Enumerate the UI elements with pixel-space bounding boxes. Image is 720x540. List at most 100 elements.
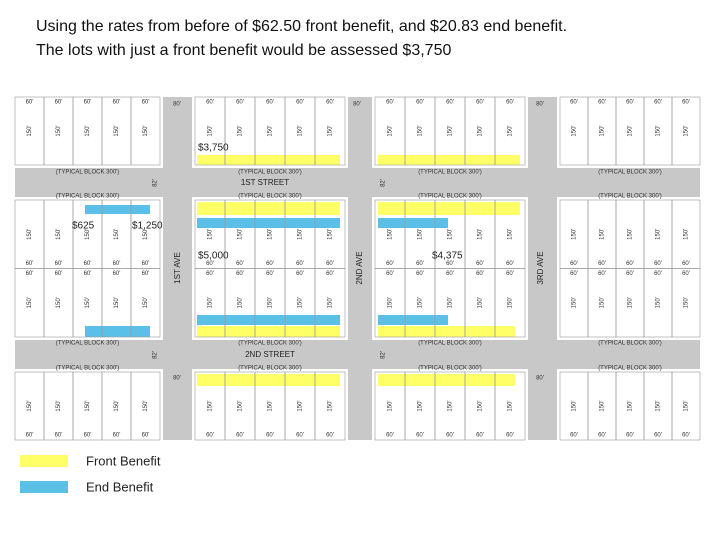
lot-depth: 150' [656,229,662,240]
lot-depth: 150' [628,297,634,308]
lot-width: 60' [654,433,662,439]
lot-width: 60' [446,271,454,277]
block [560,372,700,440]
block-label: (TYPICAL BLOCK 300') [418,194,482,200]
lot-depth: 150' [114,297,120,308]
block [560,97,700,165]
lot-depth: 150' [478,400,484,411]
lot-width: 60' [326,261,334,267]
lot-depth: 150' [478,229,484,240]
amount: $3,750 [198,143,229,154]
lot-width: 60' [326,271,334,277]
lot-width: 60' [206,261,214,267]
lot-width: 60' [626,433,634,439]
lot [314,268,346,338]
lot-depth: 150' [656,125,662,136]
lot-width: 60' [416,271,424,277]
lot-width: 60' [416,100,424,106]
lot [130,371,161,441]
lot-depth: 150' [656,297,662,308]
block [15,97,160,165]
street-width: 82' [153,351,159,359]
lot-depth: 150' [684,229,690,240]
lot-depth: 150' [56,229,62,240]
lot-depth: 150' [143,229,149,240]
lot-depth: 150' [27,297,33,308]
lot-width: 60' [84,261,92,267]
block-label: (TYPICAL BLOCK 300') [56,366,120,372]
lot-width: 60' [113,271,121,277]
lot-width: 60' [84,433,92,439]
lot-width: 60' [570,100,578,106]
lot-depth: 150' [572,297,578,308]
lot-depth: 150' [656,400,662,411]
avenue [528,97,557,440]
lot-width: 60' [506,100,514,106]
lot-depth: 150' [418,229,424,240]
lot-depth: 150' [328,229,334,240]
highlight [197,374,340,386]
lot-width: 60' [326,433,334,439]
lot-width: 60' [84,100,92,106]
title-line: The lots with just a front benefit would… [36,42,452,59]
highlight [85,326,150,337]
block [195,97,345,165]
lot-depth: 150' [85,125,91,136]
lot-width: 60' [506,433,514,439]
lot-depth: 150' [572,400,578,411]
lot-width: 60' [142,271,150,277]
lot-width: 60' [113,100,121,106]
lot-depth: 150' [600,125,606,136]
avenue-name: 3RD AVE [536,251,545,284]
lot-width: 60' [682,271,690,277]
lot-width: 60' [598,100,606,106]
highlight [378,202,520,215]
lot-depth: 150' [208,400,214,411]
lot-depth: 150' [114,400,120,411]
street-width: 80' [536,102,544,108]
lot-width: 60' [446,433,454,439]
block-label: (TYPICAL BLOCK 300') [238,341,302,347]
street-name: 1ST STREET [241,178,289,187]
lot-depth: 150' [388,229,394,240]
lot [130,96,161,166]
lot-width: 60' [476,433,484,439]
block-label: (TYPICAL BLOCK 300') [418,170,482,176]
lot-depth: 150' [268,400,274,411]
lot-width: 60' [142,433,150,439]
lot-width: 60' [142,100,150,106]
block-label: (TYPICAL BLOCK 300') [418,366,482,372]
legend-label: End Benefit [86,479,154,494]
lot-depth: 150' [628,229,634,240]
lot-width: 60' [55,433,63,439]
avenue [163,97,192,440]
lot-width: 60' [206,433,214,439]
lot-depth: 150' [238,229,244,240]
lot-depth: 150' [388,297,394,308]
avenue-name: 1ST AVE [173,252,182,284]
lot-width: 60' [142,261,150,267]
block-label: (TYPICAL BLOCK 300') [418,341,482,347]
highlight [197,155,340,165]
lot-depth: 150' [508,125,514,136]
highlight [85,205,150,214]
lot-depth: 150' [298,229,304,240]
lot-width: 60' [26,433,34,439]
highlight [378,315,448,325]
lot-depth: 150' [143,125,149,136]
lot-width: 60' [386,261,394,267]
lot-width: 60' [55,100,63,106]
lot-width: 60' [446,261,454,267]
lot-depth: 150' [508,229,514,240]
lot-depth: 150' [208,125,214,136]
lot-width: 60' [266,271,274,277]
lot-depth: 150' [56,297,62,308]
lot-depth: 150' [328,297,334,308]
lot-width: 60' [446,100,454,106]
amount: $1,250 [132,221,163,232]
block-label: (TYPICAL BLOCK 300') [56,341,120,347]
block-label: (TYPICAL BLOCK 300') [598,170,662,176]
lot-depth: 150' [600,297,606,308]
lot-depth: 150' [56,400,62,411]
